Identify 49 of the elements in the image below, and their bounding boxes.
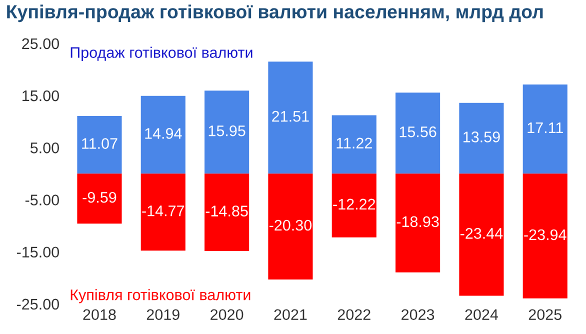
data-label: 11.07: [82, 138, 118, 149]
x-tick-label: 2020: [210, 309, 244, 320]
data-label: 21.51: [272, 110, 309, 122]
bar: [77, 116, 122, 174]
x-tick-label: 2025: [528, 309, 562, 320]
bar: [522, 84, 568, 174]
x-tick-label: 2022: [338, 309, 370, 320]
bar: [332, 115, 376, 174]
bar: [396, 174, 440, 272]
bar: [140, 174, 186, 251]
data-label: 15.56: [400, 126, 436, 138]
data-label: -20.30: [269, 220, 312, 231]
data-label: -14.77: [142, 206, 184, 216]
data-label: -18.93: [396, 216, 439, 228]
y-tick-label: 25.00: [22, 38, 60, 50]
y-tick-label: 5.00: [30, 142, 60, 154]
bar: [204, 90, 250, 174]
bar: [268, 174, 313, 280]
data-label: -23.44: [460, 228, 503, 239]
series-label: Купівля готівкової валюти: [70, 289, 250, 304]
y-tick-label: -15.00: [16, 246, 60, 258]
data-label: -23.94: [524, 229, 566, 240]
bar: [140, 96, 186, 174]
bar: [332, 174, 376, 238]
data-label: -12.22: [333, 198, 376, 210]
x-tick-label: 2023: [402, 309, 434, 320]
data-label: 11.22: [336, 138, 372, 148]
y-tick-label: 15.00: [22, 90, 60, 102]
bar: [522, 174, 568, 298]
y-tick-label: -25.00: [16, 298, 60, 310]
x-tick-label: 2021: [274, 309, 307, 320]
data-label: -9.59: [82, 192, 116, 203]
bar: [77, 174, 122, 224]
bar: [459, 102, 504, 174]
data-label: 17.11: [528, 122, 563, 134]
data-label: 15.95: [208, 125, 246, 136]
series-label: Продаж готівкової валюти: [70, 46, 252, 61]
bar: [204, 174, 250, 252]
data-label: 13.59: [464, 132, 500, 142]
chart-title: Купівля-продаж готівкової валюти населенням, млрд дол: [7, 4, 543, 22]
x-tick-label: 2018: [83, 309, 116, 320]
bar: [268, 62, 313, 174]
bar: [396, 92, 440, 174]
data-label: 14.94: [145, 128, 182, 139]
data-label: -14.85: [206, 206, 248, 216]
x-tick-label: 2019: [146, 309, 180, 320]
y-tick-label: -5.00: [25, 194, 60, 206]
bar: [459, 174, 504, 296]
x-tick-label: 2024: [465, 309, 498, 320]
